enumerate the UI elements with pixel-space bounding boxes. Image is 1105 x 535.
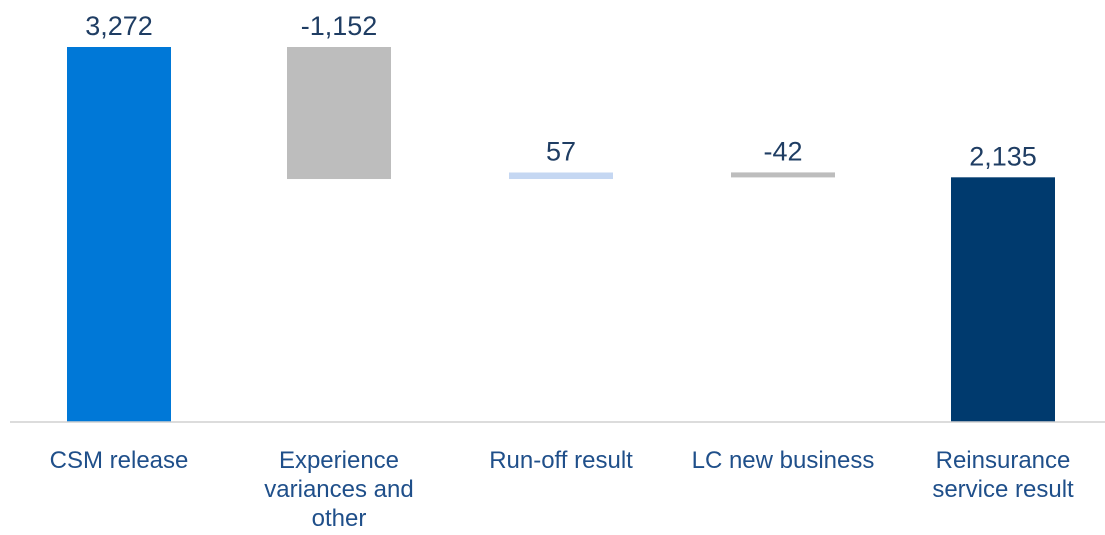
bar-run-off-result xyxy=(509,172,613,180)
bars-group xyxy=(67,47,1055,422)
category-label-run-off-result: Run-off result xyxy=(489,447,633,474)
value-label-reinsurance-service-result: 2,135 xyxy=(969,141,1037,171)
value-label-experience-variances-and-other: -1,152 xyxy=(301,11,378,41)
category-label-experience-variances-and-other-line-3: other xyxy=(312,505,367,532)
category-label-csm-release: CSM release xyxy=(50,447,189,474)
category-label-reinsurance-service-result-line-1: Reinsurance xyxy=(936,447,1071,474)
category-label-experience-variances-and-other-line-1: Experience xyxy=(279,447,399,474)
bar-csm-release xyxy=(67,47,171,422)
value-label-csm-release: 3,272 xyxy=(85,11,153,41)
category-label-lc-new-business: LC new business xyxy=(692,447,875,474)
bar-lc-new-business xyxy=(731,172,835,178)
category-label-experience-variances-and-other-line-2: variances and xyxy=(264,476,413,503)
value-label-run-off-result: 57 xyxy=(546,136,576,166)
bar-experience-variances-and-other xyxy=(287,47,391,180)
value-labels-group: 3,272 -1,152 57 -42 2,135 xyxy=(85,11,1037,171)
value-label-lc-new-business: -42 xyxy=(763,136,802,166)
bar-reinsurance-service-result xyxy=(951,177,1055,422)
category-label-reinsurance-service-result-line-2: service result xyxy=(932,476,1074,503)
